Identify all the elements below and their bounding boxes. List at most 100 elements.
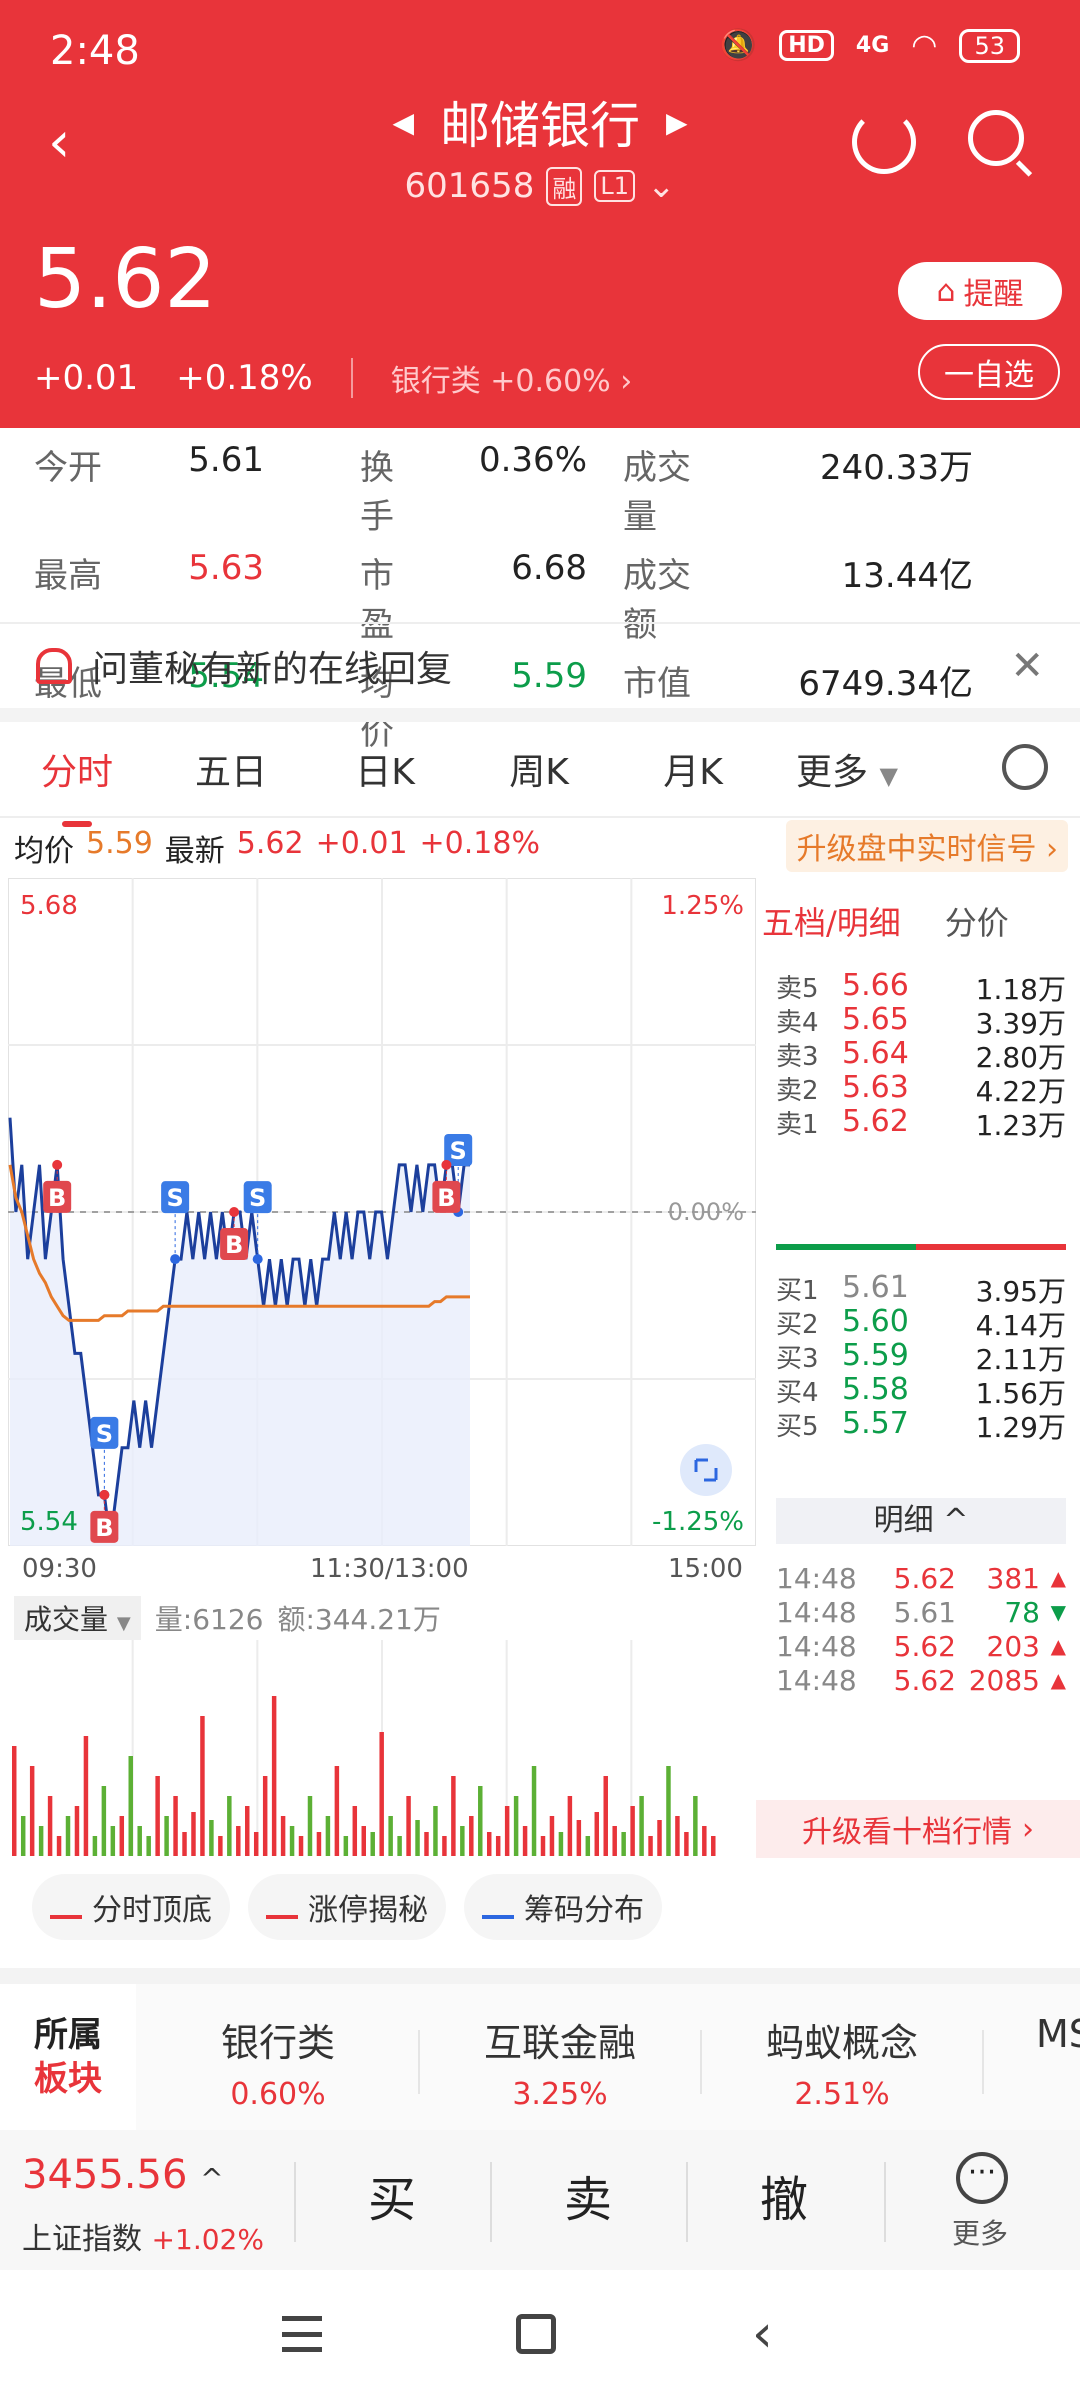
volume-bar xyxy=(316,1832,322,1856)
tab-five-day[interactable]: 五日 xyxy=(194,752,267,793)
prev-stock-icon[interactable]: ◀ xyxy=(392,105,414,139)
price-area-fill xyxy=(10,1117,470,1546)
notice-banner[interactable]: 问董秘有新的在线回复 ✕ xyxy=(0,622,1080,708)
expand-icon[interactable] xyxy=(680,1444,732,1496)
y-min-label: 5.54 xyxy=(20,1507,78,1537)
ask-row[interactable]: 卖4 5.65 3.39万 xyxy=(776,1002,1066,1042)
sector-item[interactable]: 蚂蚁概念 2.51% xyxy=(702,2012,982,2112)
volume-bar xyxy=(218,1836,223,1856)
tool-limit-up[interactable]: 涨停揭秘 xyxy=(248,1874,446,1940)
next-stock-icon[interactable]: ▶ xyxy=(666,105,688,139)
ask-row[interactable]: 卖1 5.62 1.23万 xyxy=(776,1104,1066,1144)
volume-bar xyxy=(442,1836,447,1856)
ask-row[interactable]: 卖5 5.66 1.18万 xyxy=(776,968,1066,1008)
volume-bar xyxy=(549,1816,555,1856)
index-value: 3455.56 xyxy=(22,2152,188,2198)
volume-header: 成交量 ▼ 量:6126 额:344.21万 xyxy=(14,1596,441,1640)
volume-bar xyxy=(370,1832,375,1856)
bid-level: 买4 xyxy=(776,1378,819,1408)
tab-order-book[interactable]: 五档/明细 xyxy=(762,904,901,942)
upgrade-ten-level-button[interactable]: 升级看十档行情 › xyxy=(756,1800,1080,1858)
bid-level: 买3 xyxy=(776,1344,819,1374)
sell-signal-marker: S xyxy=(243,1181,272,1265)
bid-row[interactable]: 买3 5.59 2.11万 xyxy=(776,1338,1066,1378)
upgrade-signal-button[interactable]: 升级盘中实时信号 › xyxy=(786,820,1068,872)
ask-volume: 4.22万 xyxy=(975,1075,1066,1108)
close-icon[interactable]: ✕ xyxy=(1010,643,1044,689)
refresh-icon[interactable] xyxy=(852,110,916,174)
volume-bar xyxy=(65,1816,71,1856)
chevron-down-icon[interactable]: ⌄ xyxy=(646,166,676,206)
divider xyxy=(700,2030,702,2094)
caret-down-icon: ▼ xyxy=(879,762,898,790)
back-button[interactable]: ‹ xyxy=(48,110,71,175)
volume-bar xyxy=(639,1796,644,1856)
ask-level: 卖3 xyxy=(776,1042,819,1072)
sector-link[interactable]: 银行类 +0.60% › xyxy=(390,364,633,399)
index-name: 上证指数 xyxy=(22,2222,142,2257)
cancel-order-button[interactable]: 撤 xyxy=(759,2172,808,2228)
volume-selector[interactable]: 成交量 ▼ xyxy=(14,1596,141,1640)
stock-code: 601658 xyxy=(404,166,535,206)
ask-row[interactable]: 卖3 5.64 2.80万 xyxy=(776,1036,1066,1076)
turnover-label: 换手 xyxy=(360,448,394,537)
more-icon[interactable]: ··· xyxy=(956,2152,1008,2204)
settings-icon[interactable] xyxy=(1002,744,1048,790)
bid-price: 5.59 xyxy=(842,1338,909,1373)
bid-price: 5.61 xyxy=(842,1270,909,1305)
volume-bar xyxy=(594,1812,600,1856)
sector-item[interactable]: 互联金融 3.25% xyxy=(420,2012,700,2112)
back-icon[interactable]: ‹ xyxy=(752,2304,773,2364)
tab-daily-k[interactable]: 日K xyxy=(355,752,415,793)
bid-row[interactable]: 买2 5.60 4.14万 xyxy=(776,1304,1066,1344)
bid-volume: 2.11万 xyxy=(975,1343,1066,1376)
sell-button[interactable]: 卖 xyxy=(563,2172,612,2228)
tab-price-dist[interactable]: 分价 xyxy=(944,904,1009,942)
bid-row[interactable]: 买1 5.61 3.95万 xyxy=(776,1270,1066,1310)
bid-level: 买5 xyxy=(776,1412,819,1442)
watchlist-button[interactable]: 一自选 xyxy=(918,344,1060,400)
tool-label: 涨停揭秘 xyxy=(308,1893,428,1928)
volume-bar xyxy=(137,1826,142,1856)
tab-intraday[interactable]: 分时 xyxy=(0,743,154,827)
tab-monthly-k[interactable]: 月K xyxy=(663,752,723,793)
tab-weekly-k[interactable]: 周K xyxy=(509,752,569,793)
home-icon[interactable] xyxy=(516,2314,556,2354)
index-widget[interactable]: 3455.56 ^ xyxy=(22,2152,224,2198)
latest-change-pct: +0.18% xyxy=(419,826,540,861)
volume-bar xyxy=(433,1806,438,1856)
volume-bar xyxy=(227,1796,232,1856)
more-label[interactable]: 更多 xyxy=(952,2217,1009,2250)
volume-bar xyxy=(648,1836,653,1856)
volume-bar xyxy=(271,1696,277,1856)
volume-selector-label: 成交量 xyxy=(24,1603,109,1636)
chevron-up-icon: ^ xyxy=(200,2162,224,2195)
ask-price: 5.66 xyxy=(842,968,909,1003)
sector-item[interactable]: 银行类 0.60% xyxy=(138,2012,418,2112)
volume-bar xyxy=(155,1776,160,1856)
tool-label: 分时顶底 xyxy=(92,1893,212,1928)
tool-chip-distribution[interactable]: 筹码分布 xyxy=(464,1874,662,1940)
ask-row[interactable]: 卖2 5.63 4.22万 xyxy=(776,1070,1066,1110)
tick-qty: 381 xyxy=(986,1562,1040,1595)
bid-row[interactable]: 买5 5.57 1.29万 xyxy=(776,1406,1066,1446)
upgrade-ten-label: 升级看十档行情 xyxy=(802,1815,1012,1850)
arrow-up-icon: ▲ xyxy=(1050,1668,1066,1692)
tool-intraday-top-bottom[interactable]: 分时顶底 xyxy=(32,1874,230,1940)
svg-text:S: S xyxy=(249,1184,266,1212)
svg-text:B: B xyxy=(437,1184,455,1212)
search-icon[interactable] xyxy=(968,110,1024,166)
volume-bar xyxy=(504,1806,510,1856)
volume-bar xyxy=(182,1832,187,1856)
bid-row[interactable]: 买4 5.58 1.56万 xyxy=(776,1372,1066,1412)
volume-bar xyxy=(29,1766,35,1856)
level-tag: L1 xyxy=(594,170,635,202)
recent-apps-icon[interactable] xyxy=(282,2316,322,2352)
caret-down-icon: ▼ xyxy=(116,1613,131,1634)
detail-toggle[interactable]: 明细 ^ xyxy=(776,1498,1066,1544)
sector-item-overflow[interactable]: MS xyxy=(1036,2012,1080,2056)
alert-button[interactable]: ⌂ 提醒 xyxy=(898,262,1062,320)
tab-more[interactable]: 更多 ▼ xyxy=(796,743,898,795)
buy-button[interactable]: 买 xyxy=(367,2172,416,2228)
